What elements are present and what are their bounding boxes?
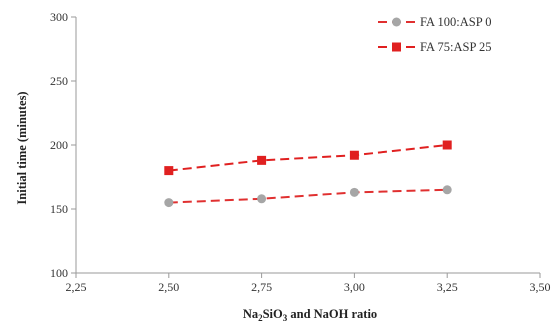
- x-axis-title: Na2SiO3 and NaOH ratio: [243, 307, 377, 323]
- legend-marker: [392, 42, 401, 52]
- legend-marker: [392, 17, 401, 27]
- legend-label: FA 75:ASP 25: [420, 40, 492, 54]
- axes: [75, 17, 540, 274]
- series-line: [168, 144, 448, 172]
- data-point: [349, 150, 359, 160]
- legend-label: FA 100:ASP 0: [420, 15, 492, 29]
- y-tick-label: 300: [50, 10, 68, 24]
- x-tick-label: 3,00: [344, 280, 365, 294]
- data-point: [164, 166, 174, 176]
- data-point: [164, 198, 174, 208]
- y-tick-label: 150: [50, 202, 68, 216]
- x-axis-title-subscript: 2: [258, 313, 263, 323]
- series-layer: [164, 140, 452, 208]
- y-axis-title: Initial time (minutes): [15, 91, 29, 204]
- y-axis-ticks: 100 150 200 250 300: [50, 10, 76, 280]
- legend-item: FA 75:ASP 25: [378, 40, 492, 54]
- x-axis-title-part: and NaOH ratio: [287, 307, 377, 321]
- x-axis-title-part: Na: [243, 307, 259, 321]
- data-point: [257, 194, 267, 204]
- y-tick-label: 250: [50, 74, 68, 88]
- legend-item: FA 100:ASP 0: [378, 15, 492, 29]
- data-point: [442, 185, 452, 195]
- x-tick-label: 3,50: [530, 280, 551, 294]
- series-2: [164, 140, 452, 176]
- y-tick-label: 100: [50, 266, 68, 280]
- data-point: [349, 187, 359, 197]
- x-tick-label: 3,25: [437, 280, 458, 294]
- x-axis-title-part: SiO: [263, 307, 283, 321]
- x-axis-title-subscript: 3: [283, 313, 288, 323]
- y-tick-label: 200: [50, 138, 68, 152]
- x-tick-label: 2,50: [158, 280, 179, 294]
- series-1: [164, 185, 452, 208]
- x-tick-label: 2,75: [251, 280, 272, 294]
- series-line: [168, 188, 448, 204]
- x-tick-label: 2,25: [66, 280, 87, 294]
- x-axis-ticks: 2,25 2,50 2,75 3,00 3,25 3,50: [66, 273, 551, 294]
- legend: FA 100:ASP 0 FA 75:ASP 25: [378, 15, 492, 54]
- data-point: [257, 155, 267, 165]
- data-point: [442, 140, 452, 150]
